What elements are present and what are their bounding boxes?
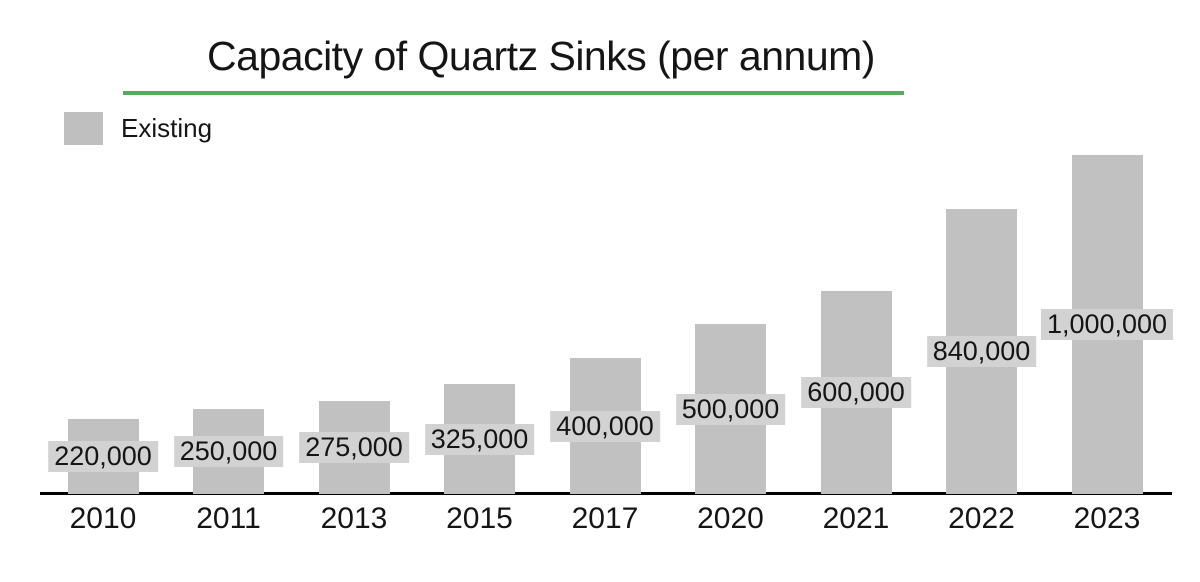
- x-tick-label-2022: 2022: [948, 502, 1015, 535]
- legend: Existing: [64, 112, 212, 145]
- x-tick-label-2021: 2021: [822, 502, 890, 535]
- legend-swatch-existing: [64, 112, 103, 145]
- x-tick-label-2013: 2013: [320, 502, 388, 535]
- title-underline-rule: [123, 91, 904, 95]
- x-tick-label-2015: 2015: [446, 502, 513, 535]
- value-label-2021: 600,000: [801, 377, 911, 408]
- value-label-2023: 1,000,000: [1040, 309, 1174, 340]
- chart-title: Capacity of Quartz Sinks (per annum): [207, 33, 875, 79]
- value-label-2013: 275,000: [299, 432, 409, 463]
- value-label-2011: 250,000: [173, 436, 284, 467]
- value-label-2022: 840,000: [926, 336, 1037, 367]
- x-tick-label-2011: 2011: [196, 502, 261, 535]
- x-tick-label-2017: 2017: [571, 502, 639, 535]
- value-label-2010: 220,000: [48, 441, 158, 472]
- x-tick-label-2020: 2020: [697, 502, 764, 535]
- value-label-2020: 500,000: [675, 394, 786, 425]
- legend-label-existing: Existing: [121, 113, 213, 143]
- value-label-2015: 325,000: [424, 424, 535, 455]
- x-tick-label-2010: 2010: [69, 502, 137, 535]
- x-tick-label-2023: 2023: [1073, 502, 1141, 535]
- value-label-2017: 400,000: [550, 411, 660, 442]
